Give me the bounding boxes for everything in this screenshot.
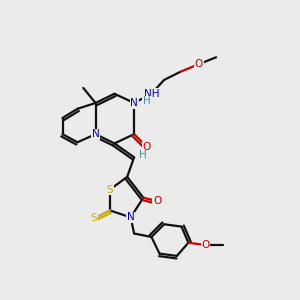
Text: N: N [130, 98, 138, 108]
Text: H: H [139, 150, 147, 161]
Text: O: O [195, 59, 203, 69]
Text: O: O [143, 142, 151, 152]
Text: S: S [90, 214, 97, 224]
Text: O: O [153, 196, 161, 206]
Text: O: O [202, 240, 210, 250]
Text: S: S [106, 184, 113, 195]
Text: NH: NH [144, 89, 159, 99]
Text: N: N [127, 212, 134, 222]
Text: N: N [92, 129, 99, 139]
Text: H: H [143, 96, 151, 106]
